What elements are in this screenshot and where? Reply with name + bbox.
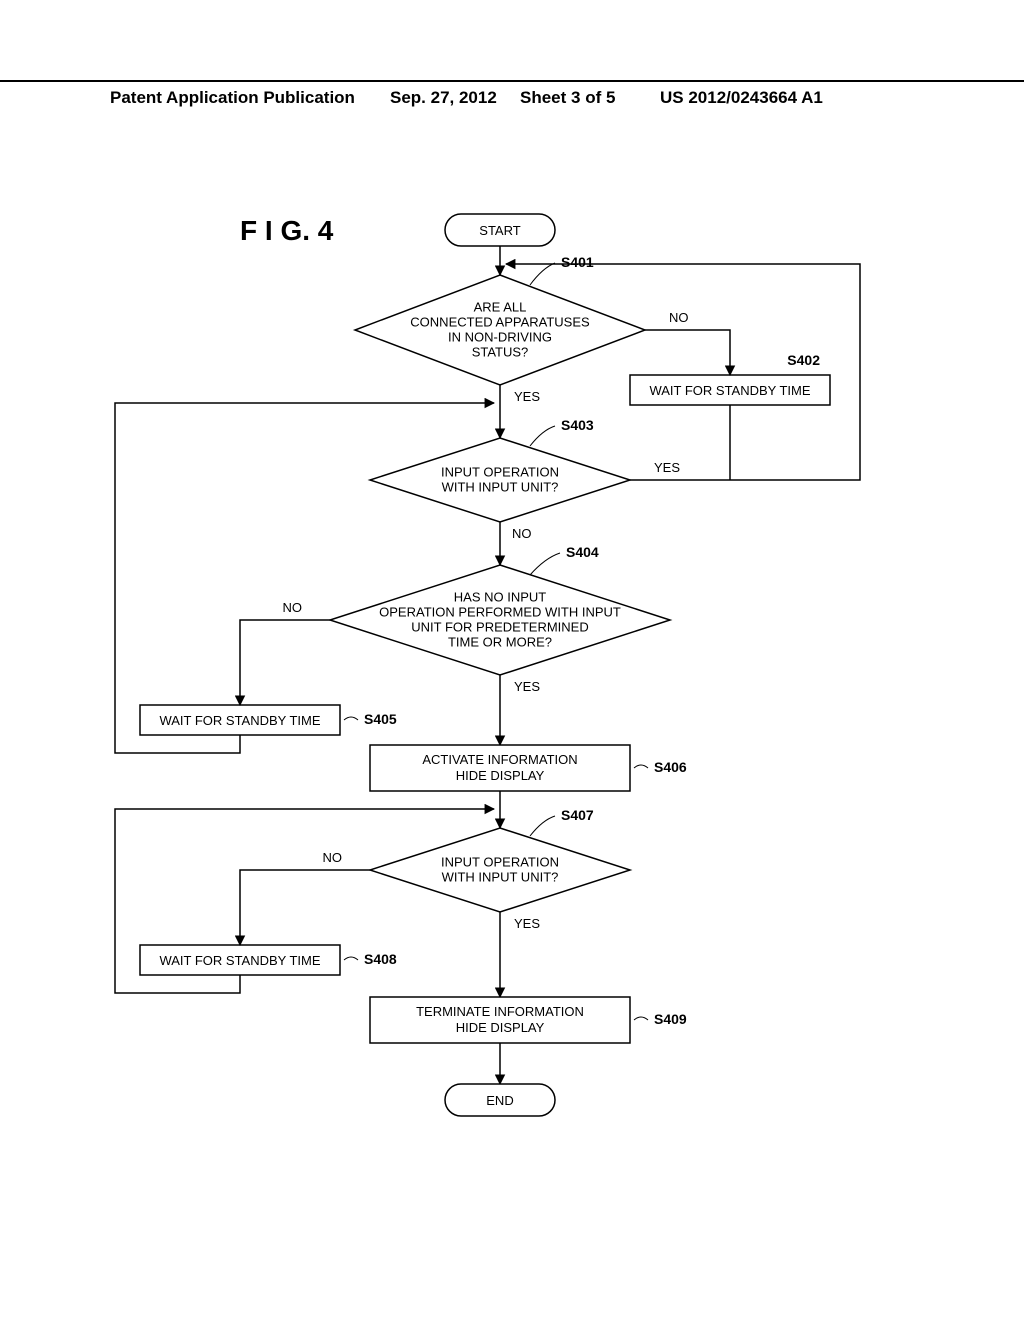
svg-text:HAS NO INPUT: HAS NO INPUT bbox=[454, 590, 547, 605]
svg-text:YES: YES bbox=[514, 916, 540, 931]
svg-text:F I G. 4: F I G. 4 bbox=[240, 215, 334, 246]
page: Patent Application Publication Sep. 27, … bbox=[0, 0, 1024, 1320]
svg-text:NO: NO bbox=[512, 526, 532, 541]
svg-text:START: START bbox=[479, 223, 520, 238]
svg-text:YES: YES bbox=[514, 389, 540, 404]
svg-text:TIME OR MORE?: TIME OR MORE? bbox=[448, 635, 552, 650]
svg-text:WITH INPUT UNIT?: WITH INPUT UNIT? bbox=[442, 870, 559, 885]
svg-text:S403: S403 bbox=[561, 417, 594, 433]
svg-text:S407: S407 bbox=[561, 807, 594, 823]
flowchart: F I G. 4 START ARE ALLCONNECTED APPARATUSE… bbox=[110, 190, 890, 1180]
svg-text:END: END bbox=[486, 1093, 513, 1108]
svg-text:WAIT FOR STANDBY TIME: WAIT FOR STANDBY TIME bbox=[159, 953, 320, 968]
svg-text:WITH INPUT UNIT?: WITH INPUT UNIT? bbox=[442, 480, 559, 495]
svg-text:HIDE DISPLAY: HIDE DISPLAY bbox=[456, 768, 545, 783]
svg-text:YES: YES bbox=[654, 460, 680, 475]
svg-text:UNIT FOR PREDETERMINED: UNIT FOR PREDETERMINED bbox=[411, 620, 588, 635]
svg-text:S409: S409 bbox=[654, 1011, 687, 1027]
svg-text:WAIT FOR STANDBY TIME: WAIT FOR STANDBY TIME bbox=[159, 713, 320, 728]
svg-text:S405: S405 bbox=[364, 711, 397, 727]
header-sheet: Sheet 3 of 5 bbox=[520, 88, 615, 108]
svg-text:OPERATION PERFORMED WITH INPUT: OPERATION PERFORMED WITH INPUT bbox=[379, 605, 621, 620]
header-publication: Patent Application Publication bbox=[110, 88, 355, 108]
svg-text:INPUT OPERATION: INPUT OPERATION bbox=[441, 855, 559, 870]
svg-text:NO: NO bbox=[283, 600, 303, 615]
header-date: Sep. 27, 2012 bbox=[390, 88, 497, 108]
svg-text:YES: YES bbox=[514, 679, 540, 694]
svg-text:ARE ALL: ARE ALL bbox=[474, 300, 527, 315]
svg-text:S406: S406 bbox=[654, 759, 687, 775]
svg-text:CONNECTED APPARATUSES: CONNECTED APPARATUSES bbox=[410, 315, 590, 330]
svg-text:IN NON-DRIVING: IN NON-DRIVING bbox=[448, 330, 552, 345]
svg-text:NO: NO bbox=[669, 310, 689, 325]
svg-text:S404: S404 bbox=[566, 544, 599, 560]
svg-text:TERMINATE INFORMATION: TERMINATE INFORMATION bbox=[416, 1004, 584, 1019]
header-patno: US 2012/0243664 A1 bbox=[660, 88, 823, 108]
svg-text:ACTIVATE INFORMATION: ACTIVATE INFORMATION bbox=[422, 752, 577, 767]
page-header: Patent Application Publication Sep. 27, … bbox=[0, 80, 1024, 88]
svg-text:NO: NO bbox=[323, 850, 343, 865]
svg-text:INPUT OPERATION: INPUT OPERATION bbox=[441, 465, 559, 480]
svg-text:S401: S401 bbox=[561, 254, 594, 270]
svg-text:S408: S408 bbox=[364, 951, 397, 967]
svg-text:STATUS?: STATUS? bbox=[472, 345, 529, 360]
svg-text:S402: S402 bbox=[787, 352, 820, 368]
svg-text:WAIT FOR STANDBY TIME: WAIT FOR STANDBY TIME bbox=[649, 383, 810, 398]
svg-text:HIDE DISPLAY: HIDE DISPLAY bbox=[456, 1020, 545, 1035]
